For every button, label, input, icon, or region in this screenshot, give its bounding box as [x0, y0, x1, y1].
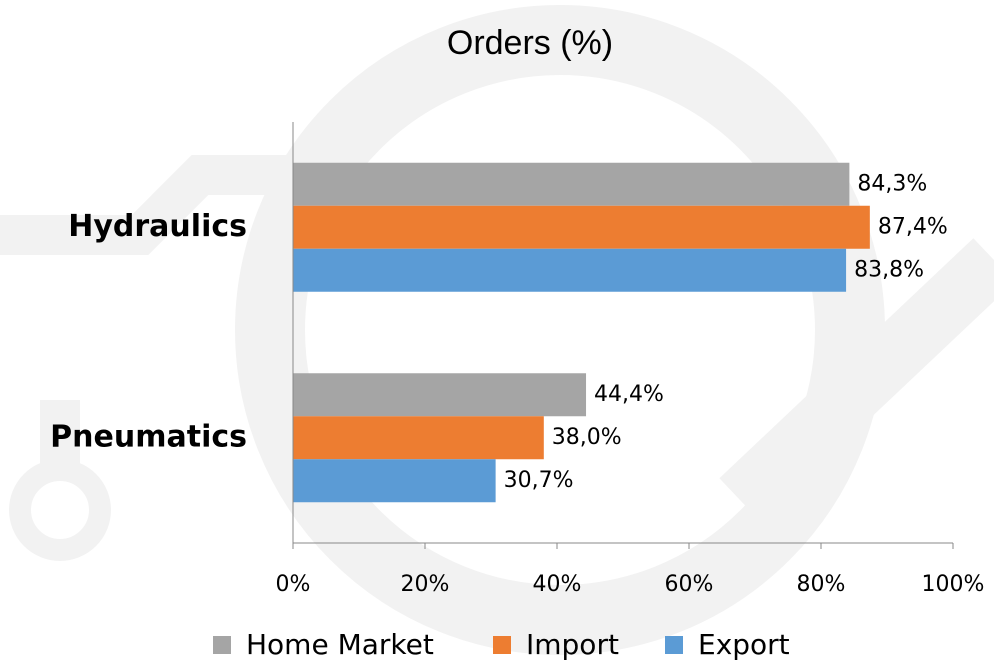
legend-swatch — [665, 636, 683, 654]
value-label: 84,3% — [857, 171, 927, 196]
bar — [293, 459, 496, 503]
value-label: 87,4% — [878, 214, 948, 239]
value-label: 83,8% — [854, 257, 924, 282]
x-tick-label: 40% — [533, 572, 582, 597]
category-label: Hydraulics — [68, 209, 247, 244]
x-tick-label: 60% — [665, 572, 714, 597]
bar — [293, 373, 587, 417]
value-label: 38,0% — [552, 425, 622, 450]
legend-swatch — [213, 636, 231, 654]
legend-swatch — [493, 636, 511, 654]
bar — [293, 205, 870, 249]
x-tick-label: 100% — [922, 572, 985, 597]
x-tick-label: 0% — [276, 572, 311, 597]
category-label: Pneumatics — [50, 419, 247, 454]
legend-label: Home Market — [246, 628, 434, 661]
x-tick-label: 80% — [797, 572, 846, 597]
x-tick-label: 20% — [401, 572, 450, 597]
value-label: 44,4% — [594, 382, 664, 407]
legend-label: Import — [526, 628, 619, 661]
bar — [293, 162, 850, 206]
chart-title: Orders (%) — [447, 24, 613, 62]
bar — [293, 248, 847, 292]
legend-label: Export — [698, 628, 790, 661]
value-label: 30,7% — [504, 468, 574, 493]
bar — [293, 416, 544, 460]
background-decoration — [0, 5, 994, 655]
